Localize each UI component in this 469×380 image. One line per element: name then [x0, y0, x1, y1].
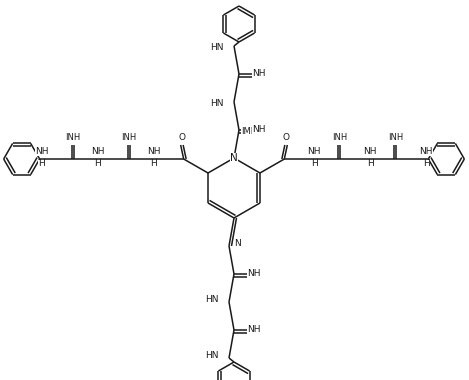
Text: NH: NH: [147, 147, 160, 155]
Text: NH: NH: [363, 147, 377, 155]
Text: H: H: [38, 160, 45, 168]
Text: HN: HN: [211, 100, 224, 109]
Text: NH: NH: [252, 125, 266, 135]
Text: INH: INH: [388, 133, 403, 142]
Text: NH: NH: [35, 147, 48, 155]
Text: N: N: [230, 153, 238, 163]
Text: INH: INH: [332, 133, 347, 142]
Text: HN: HN: [205, 296, 219, 304]
Text: O: O: [178, 133, 185, 142]
Text: NH: NH: [247, 269, 261, 279]
Text: H: H: [423, 160, 430, 168]
Text: NH: NH: [420, 147, 433, 155]
Text: HN: HN: [211, 43, 224, 52]
Text: NH: NH: [91, 147, 105, 155]
Text: H: H: [94, 160, 101, 168]
Text: HN: HN: [205, 352, 219, 361]
Text: NH: NH: [252, 70, 266, 79]
Text: IMI: IMI: [241, 128, 253, 136]
Text: N: N: [234, 239, 241, 249]
Text: H: H: [150, 160, 157, 168]
Text: O: O: [283, 133, 290, 142]
Text: NH: NH: [247, 326, 261, 334]
Text: NH: NH: [308, 147, 321, 155]
Text: INH: INH: [121, 133, 136, 142]
Text: H: H: [311, 160, 318, 168]
Text: INH: INH: [65, 133, 80, 142]
Text: H: H: [367, 160, 374, 168]
